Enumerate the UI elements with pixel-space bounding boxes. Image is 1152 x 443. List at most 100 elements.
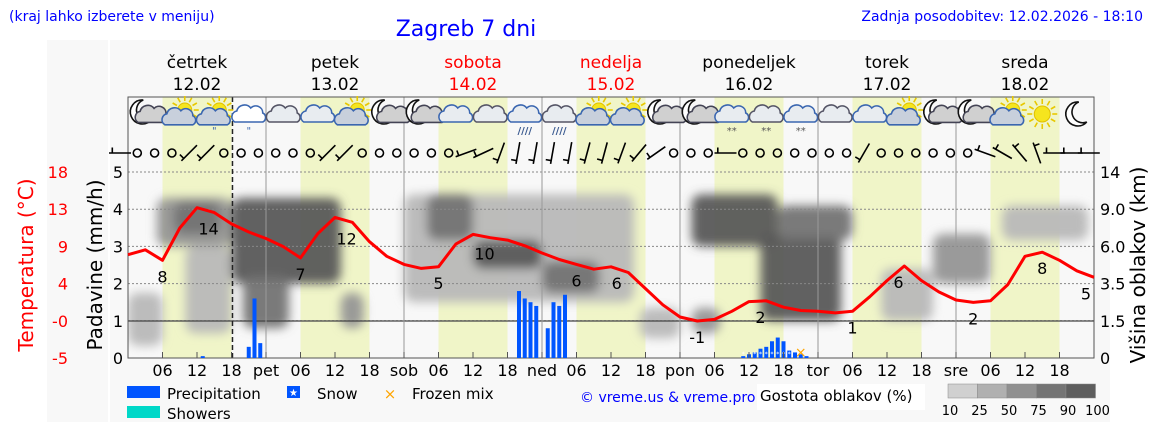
sun-ray: [192, 102, 198, 107]
sun-cloud-icon: [609, 96, 648, 126]
wind-calm-icon: [305, 148, 316, 158]
sun-cloud-icon: [989, 96, 1027, 126]
temperature-extreme-label: 5: [1081, 284, 1091, 303]
temperature-extreme-label: -1: [689, 328, 705, 347]
rain-marks: ////: [552, 126, 567, 137]
temperature-extreme-label: 5: [433, 274, 443, 293]
wind-barb-icon: [974, 144, 996, 158]
cloud-shape: [885, 107, 921, 126]
cloud-density-area: [427, 194, 473, 241]
day-date: 18.02: [1001, 75, 1050, 95]
precip-tick: 3: [113, 237, 123, 256]
x-tick-label: 12: [1015, 361, 1035, 380]
precip-bar: [798, 354, 803, 358]
sun-cloud-icon: [575, 96, 613, 126]
precip-bar: [534, 305, 539, 358]
precip-bar: [246, 346, 251, 358]
temperature-tick: -5: [52, 349, 68, 368]
wind-calm-icon: [789, 148, 800, 158]
x-tick-label: 18: [773, 361, 793, 380]
wind-calm-icon: [807, 148, 817, 158]
wind-barb-icon: [545, 142, 556, 164]
cloud-shape: [748, 104, 784, 123]
temperature-extreme-label: 6: [612, 274, 622, 293]
moon-cloud-icon: [129, 99, 170, 125]
sun-ray: [1020, 102, 1026, 107]
wind-barb-icon: [714, 147, 737, 154]
temperature-extreme-label: 2: [755, 308, 765, 327]
day-name: petek: [311, 53, 359, 73]
snow-marks: **: [796, 126, 806, 137]
x-tick-label: 06: [842, 361, 862, 380]
wind-barb-icon: [1077, 147, 1100, 154]
precip-bar: [758, 348, 763, 358]
cloud-density-area: [1002, 205, 1089, 241]
wind-barb-icon: [613, 142, 627, 164]
snow-marker: *: [771, 351, 774, 358]
day-date: 16.02: [725, 75, 774, 95]
cloud-density-scale: 10 25 50 75 90 100: [942, 383, 1110, 419]
cloud-shape: [817, 104, 853, 123]
wind-barb-icon: [579, 142, 591, 164]
x-tick-label: 06: [980, 361, 1000, 380]
wind-calm-icon: [167, 148, 177, 158]
wind-barb-icon: [196, 144, 215, 162]
cloud-shape: [265, 104, 301, 123]
sun-cloud-drizzle-icon: ": [195, 96, 234, 137]
wind-barb-icon: [472, 147, 494, 159]
wind-barb-icon: [562, 142, 573, 164]
wind-barb-icon: [317, 144, 336, 162]
wind-calm-icon: [737, 148, 748, 158]
wind-calm-icon: [426, 148, 437, 158]
x-tick-label: 18: [911, 361, 931, 380]
x-tick-label: 12: [187, 361, 207, 380]
wind-barb-icon: [528, 142, 538, 164]
cloud-shape: [195, 107, 231, 126]
wind-calm-icon: [910, 148, 921, 158]
cloud-scale-swatch: [1006, 383, 1037, 399]
copyright-link[interactable]: © vreme.us & vreme.pro: [580, 390, 755, 406]
cloud-snow-icon: **: [748, 104, 784, 137]
precip-axis-title: Padavine (mm/h): [83, 179, 107, 350]
cloud-shape: [714, 104, 750, 123]
sun-ray: [1034, 100, 1038, 106]
sun-ray: [620, 102, 626, 107]
wind-calm-icon: [893, 148, 904, 158]
sun-ray: [223, 97, 227, 103]
legend-snow-swatch: [287, 386, 300, 398]
precip-bar: [781, 341, 786, 358]
temperature-extreme-label: 1: [847, 318, 857, 337]
temperature-extreme-label: 14: [198, 220, 218, 239]
cloud-rain-icon: ////: [507, 104, 543, 137]
day-date: 13.02: [311, 75, 360, 95]
sun-ray: [177, 97, 181, 103]
precip-tick: 4: [113, 200, 123, 219]
cloud-scale-label: 50: [1001, 404, 1018, 419]
snow-marker: *: [753, 351, 756, 358]
cloud-scale-label: 75: [1030, 404, 1047, 419]
temperature-tick: 4: [58, 275, 68, 294]
day-name: ponedeljek: [702, 53, 796, 73]
temperature-tick: 18: [48, 163, 68, 182]
precip-bar: [793, 352, 797, 358]
cloud-icon: [265, 104, 301, 123]
wind-calm-icon: [876, 148, 887, 158]
day-name: četrtek: [167, 53, 228, 73]
moon-icon: [1065, 101, 1088, 127]
sun-ray: [1046, 122, 1051, 128]
precip-tick: 5: [113, 163, 123, 182]
x-tick-label: 18: [497, 361, 517, 380]
sun-ray: [625, 97, 630, 103]
precip-bar: [517, 291, 521, 358]
day-date: 15.02: [587, 75, 636, 95]
snow-marker: *: [776, 351, 779, 358]
cloud-height-axis-title: Višina oblakov (km): [1126, 167, 1150, 364]
cloud-snow-icon: **: [783, 104, 819, 137]
cloud-density-area: [128, 292, 163, 346]
cloud-shape: [609, 107, 645, 126]
temperature-axis-title: Temperatura (°C): [14, 178, 38, 352]
temperature-labels: 8 14 7 12 5 10 6 6 -1 2 1 6 2 8 5: [157, 220, 1091, 347]
legend-showers-swatch: [127, 406, 160, 418]
